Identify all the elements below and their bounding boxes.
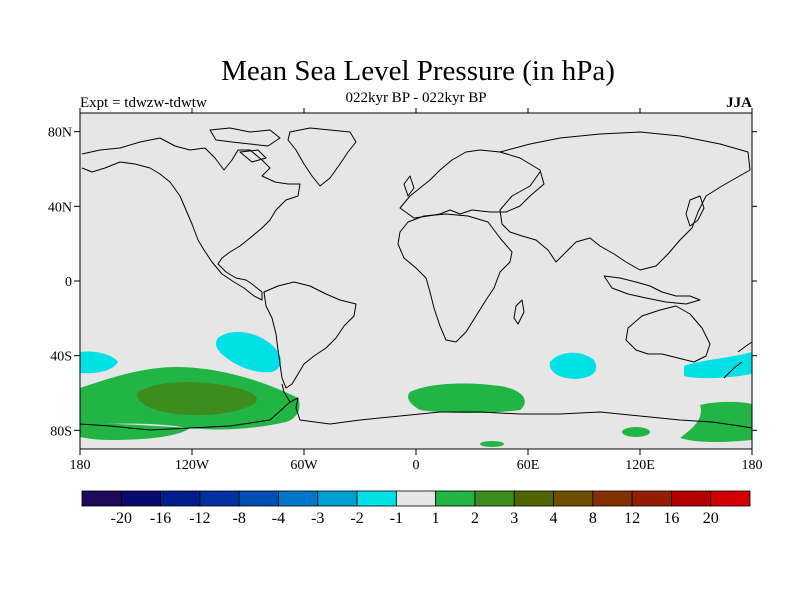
- colorbar-label: -20: [111, 510, 132, 527]
- colorbar-label: 2: [471, 510, 479, 527]
- subtitle-center: 022kyr BP - 022kyr BP: [345, 90, 486, 106]
- colorbar: -20 -16 -12 -8 -4 -3 -2 -1 1 2 3 4 8 12 16 20: [81, 490, 751, 527]
- coast-asia: [499, 131, 751, 271]
- x-axis-ticks: 180 120W 60W 0 60E 120E 180: [70, 108, 763, 473]
- anomaly-region-positive-antarctic-west: [80, 423, 190, 440]
- colorbar-label: -1: [390, 510, 403, 527]
- colorbar-swatch: [435, 490, 476, 507]
- anomaly-region-strong-pacific: [137, 382, 257, 416]
- coast-madagascar: [513, 299, 525, 325]
- colorbar-swatch: [81, 490, 122, 507]
- colorbar-label: -8: [233, 510, 246, 527]
- colorbar-label: -2: [350, 510, 363, 527]
- colorbar-swatch: [160, 490, 201, 507]
- colorbar-swatch: [356, 490, 397, 507]
- coast-arctic-islands: [209, 127, 281, 163]
- coast-japan: [685, 195, 705, 227]
- colorbar-label: 3: [510, 510, 518, 527]
- colorbar-label: 12: [624, 510, 640, 527]
- x-tick-label: 180: [742, 458, 763, 473]
- colorbar-swatch: [278, 490, 319, 507]
- map-panel: [79, 112, 753, 450]
- colorbar-label: 8: [589, 510, 597, 527]
- colorbar-label: -3: [311, 510, 324, 527]
- anomaly-region-positive-tasman: [680, 401, 752, 442]
- anomaly-region-negative-east: [684, 352, 752, 379]
- y-tick-label: 80N: [48, 126, 72, 141]
- subtitle-left: Expt = tdwzw-tdwtw: [80, 95, 207, 111]
- x-tick-label: 120W: [175, 458, 210, 473]
- anomaly-region-negative-indian: [549, 352, 597, 379]
- colorbar-label: 16: [663, 510, 679, 527]
- y-tick-label: 40N: [48, 200, 72, 215]
- coast-europe: [399, 149, 545, 219]
- colorbar-label: 1: [432, 510, 440, 527]
- coast-australia: [625, 305, 711, 363]
- x-tick-label: 120E: [625, 458, 655, 473]
- anomaly-region-negative-west-pacific: [80, 351, 118, 374]
- coast-indonesia: [603, 275, 701, 305]
- y-axis-ticks: 80N 40N 0 40S 80S: [48, 126, 757, 439]
- colorbar-label: -12: [189, 510, 210, 527]
- anomaly-region-positive-small-b: [480, 441, 504, 447]
- anomaly-region-negative-chile: [216, 331, 281, 373]
- colorbar-swatch: [395, 490, 437, 507]
- anomaly-region-positive-atlantic: [408, 383, 525, 413]
- shaded-anomalies: [80, 331, 752, 447]
- x-tick-label: 180: [70, 458, 91, 473]
- colorbar-swatch: [199, 490, 240, 507]
- colorbar-label: 20: [703, 510, 719, 527]
- colorbar-swatch: [671, 490, 712, 507]
- y-tick-label: 0: [65, 275, 72, 290]
- anomaly-region-positive-small-a: [622, 427, 650, 437]
- coastlines: [80, 127, 752, 431]
- colorbar-swatch: [631, 490, 672, 507]
- colorbar-swatch: [238, 490, 279, 507]
- x-tick-label: 60W: [290, 458, 318, 473]
- coast-greenland: [287, 127, 357, 187]
- coast-new-zealand: [723, 341, 752, 379]
- coast-north-america: [81, 137, 301, 301]
- colorbar-swatch: [710, 490, 751, 507]
- colorbar-swatch: [513, 490, 554, 507]
- colorbar-label: 4: [550, 510, 558, 527]
- coast-africa: [397, 213, 513, 343]
- x-tick-label: 60E: [517, 458, 540, 473]
- x-tick-label: 0: [413, 458, 420, 473]
- y-tick-label: 40S: [50, 350, 72, 365]
- coast-antarctica: [80, 397, 752, 431]
- subtitle-right: JJA: [726, 95, 752, 111]
- coast-britain: [403, 175, 415, 197]
- map-title: Mean Sea Level Pressure (in hPa): [221, 55, 615, 87]
- colorbar-swatch: [120, 490, 161, 507]
- colorbar-swatch: [317, 490, 358, 507]
- colorbar-swatch: [592, 490, 633, 507]
- colorbar-label: -4: [272, 510, 285, 527]
- coast-antarctic-peninsula: [281, 383, 291, 403]
- coast-south-america: [263, 281, 357, 389]
- colorbar-swatch: [553, 490, 594, 507]
- colorbar-label: -16: [150, 510, 171, 527]
- y-tick-label: 80S: [50, 424, 72, 439]
- colorbar-swatch: [474, 490, 515, 507]
